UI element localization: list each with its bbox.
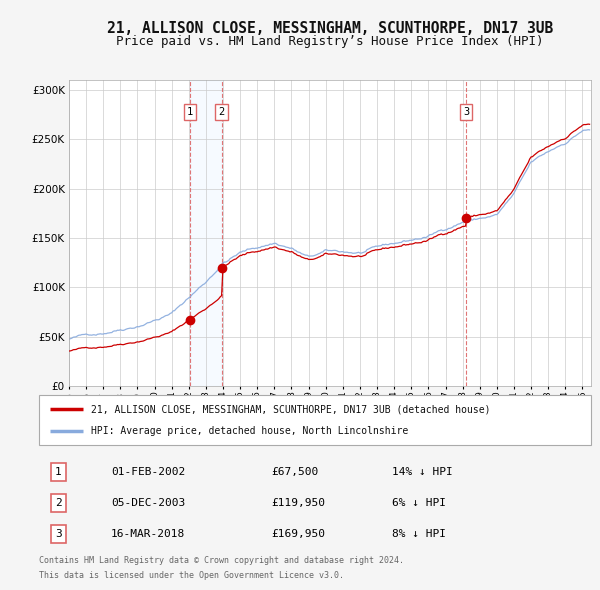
Text: 01-FEB-2002: 01-FEB-2002 [111,467,185,477]
Text: 21, ALLISON CLOSE, MESSINGHAM, SCUNTHORPE, DN17 3UB: 21, ALLISON CLOSE, MESSINGHAM, SCUNTHORP… [107,21,553,35]
Text: £119,950: £119,950 [271,498,325,508]
Text: 21, ALLISON CLOSE, MESSINGHAM, SCUNTHORPE, DN17 3UB (detached house): 21, ALLISON CLOSE, MESSINGHAM, SCUNTHORP… [91,404,491,414]
Text: HPI: Average price, detached house, North Lincolnshire: HPI: Average price, detached house, Nort… [91,427,409,437]
Text: 2: 2 [55,498,62,508]
Text: 16-MAR-2018: 16-MAR-2018 [111,529,185,539]
Text: 2: 2 [218,107,225,117]
Text: Price paid vs. HM Land Registry’s House Price Index (HPI): Price paid vs. HM Land Registry’s House … [116,35,544,48]
Text: £169,950: £169,950 [271,529,325,539]
Text: 14% ↓ HPI: 14% ↓ HPI [392,467,453,477]
Text: £67,500: £67,500 [271,467,318,477]
Text: 3: 3 [463,107,469,117]
Text: 1: 1 [55,467,62,477]
Text: Contains HM Land Registry data © Crown copyright and database right 2024.: Contains HM Land Registry data © Crown c… [39,556,404,565]
Bar [190,80,221,386]
Text: This data is licensed under the Open Government Licence v3.0.: This data is licensed under the Open Gov… [39,571,344,579]
Text: 3: 3 [55,529,62,539]
Text: 8% ↓ HPI: 8% ↓ HPI [392,529,446,539]
Text: 1: 1 [187,107,193,117]
Text: 05-DEC-2003: 05-DEC-2003 [111,498,185,508]
Text: 6% ↓ HPI: 6% ↓ HPI [392,498,446,508]
FancyBboxPatch shape [39,395,591,445]
